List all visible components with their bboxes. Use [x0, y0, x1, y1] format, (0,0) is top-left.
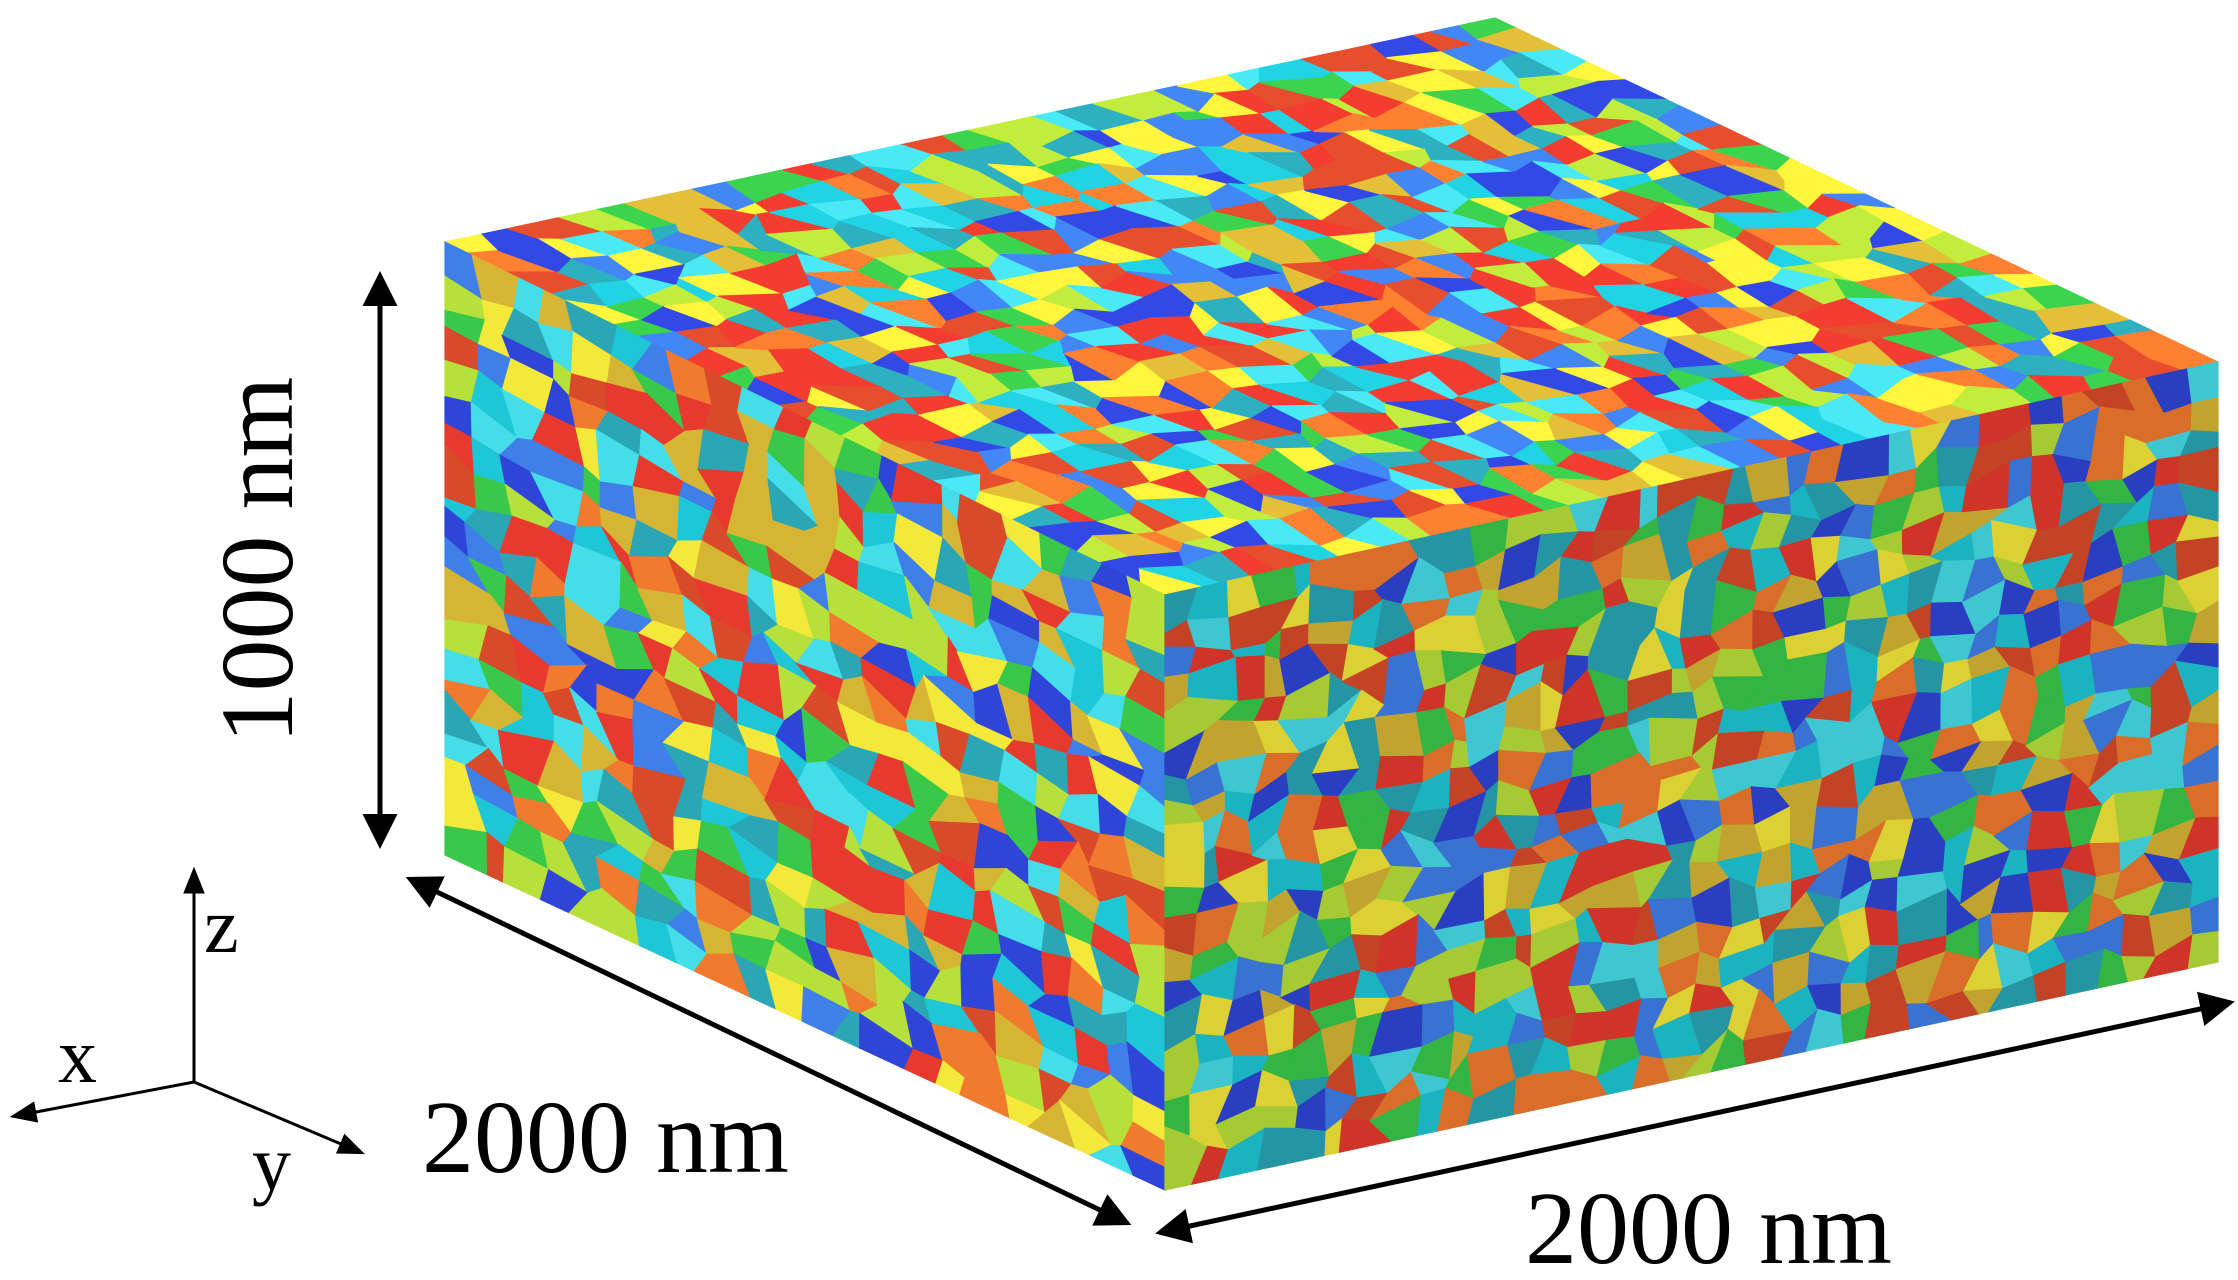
grain	[1307, 620, 1355, 646]
width-label: 2000 nm	[1525, 1171, 1892, 1280]
z-axis-label: z	[204, 882, 239, 969]
right-face	[1164, 361, 2219, 1191]
grain	[1294, 1127, 1327, 1163]
grain	[1679, 579, 1718, 640]
grain	[2190, 396, 2219, 433]
y-axis-line	[193, 1080, 365, 1155]
grain	[2187, 361, 2219, 405]
height-label: 1000 nm	[200, 377, 315, 744]
grain	[1912, 656, 1946, 695]
grain	[1497, 726, 1548, 755]
grain	[1164, 852, 1206, 889]
grain	[1374, 712, 1425, 758]
depth-arrow	[405, 876, 1132, 1226]
grain	[1308, 583, 1355, 625]
depth-label: 2000 nm	[422, 1080, 789, 1195]
width-arrow	[1155, 991, 2235, 1244]
grain	[2187, 931, 2219, 970]
grain	[1864, 1002, 1911, 1040]
microstructure-block	[443, 17, 2220, 1191]
grain	[1286, 858, 1325, 893]
y-axis-label: y	[252, 1120, 291, 1207]
coordinate-triad: z x y	[9, 866, 365, 1207]
grain	[1864, 906, 1900, 947]
grain	[2153, 455, 2181, 488]
x-axis-label: x	[58, 1012, 97, 1099]
grain	[1101, 1011, 1129, 1047]
grain	[444, 825, 489, 876]
top-face	[443, 17, 2220, 596]
x-axis-line	[9, 1080, 195, 1123]
grain	[1041, 951, 1073, 998]
grain	[1235, 655, 1266, 703]
grain	[673, 816, 703, 853]
grain	[1780, 651, 1829, 703]
grain	[1164, 821, 1206, 857]
